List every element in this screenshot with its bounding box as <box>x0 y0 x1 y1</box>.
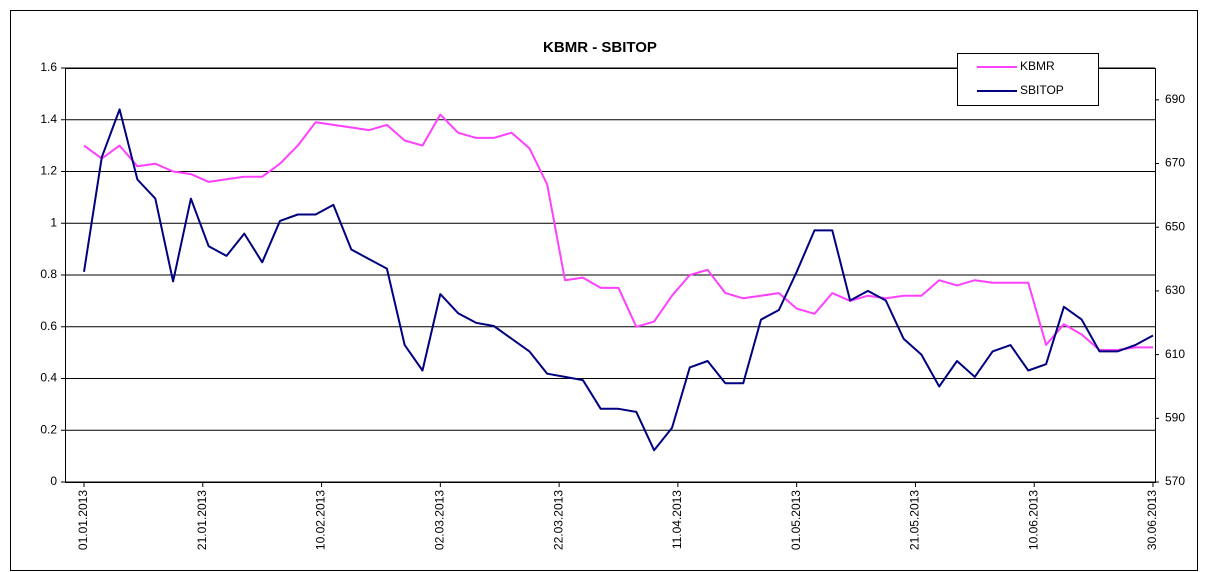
x-tick-label: 21.05.2013 <box>908 490 922 550</box>
x-tick-label: 10.02.2013 <box>314 490 328 550</box>
y-tick-label: 0.2 <box>40 422 57 436</box>
y2-tick-label: 670 <box>1165 156 1185 170</box>
y-tick-label: 1.4 <box>40 112 57 126</box>
x-tick-label: 10.06.2013 <box>1026 490 1040 550</box>
y-tick-label: 0 <box>50 474 57 488</box>
y-tick-label: 0.4 <box>40 371 57 385</box>
y-tick-label: 1.2 <box>40 164 57 178</box>
y-tick-label: 1.6 <box>40 60 57 74</box>
x-tick-label: 01.01.2013 <box>76 490 90 550</box>
y2-tick-label: 690 <box>1165 92 1185 106</box>
x-tick-label: 02.03.2013 <box>433 490 447 550</box>
chart-title: KBMR - SBITOP <box>543 39 657 56</box>
x-tick-label: 11.04.2013 <box>670 490 684 549</box>
legend-label: KBMR <box>1020 59 1055 73</box>
y2-tick-label: 570 <box>1165 474 1185 488</box>
y-tick-label: 1 <box>50 215 57 229</box>
x-tick-label: 21.01.2013 <box>195 490 209 550</box>
y-tick-label: 0.6 <box>40 319 57 333</box>
legend-box <box>957 53 1099 106</box>
y2-tick-label: 590 <box>1165 410 1185 424</box>
x-tick-label: 01.05.2013 <box>789 490 803 550</box>
x-tick-label: 30.06.2013 <box>1145 490 1159 550</box>
legend-label: SBITOP <box>1020 83 1064 97</box>
series-line <box>83 113 1153 351</box>
y2-tick-label: 650 <box>1165 219 1185 233</box>
y2-tick-label: 610 <box>1165 347 1185 361</box>
y-tick-label: 0.8 <box>40 267 57 281</box>
series-line <box>83 108 1154 452</box>
y2-tick-label: 630 <box>1165 283 1185 297</box>
x-tick-label: 22.03.2013 <box>551 490 565 550</box>
